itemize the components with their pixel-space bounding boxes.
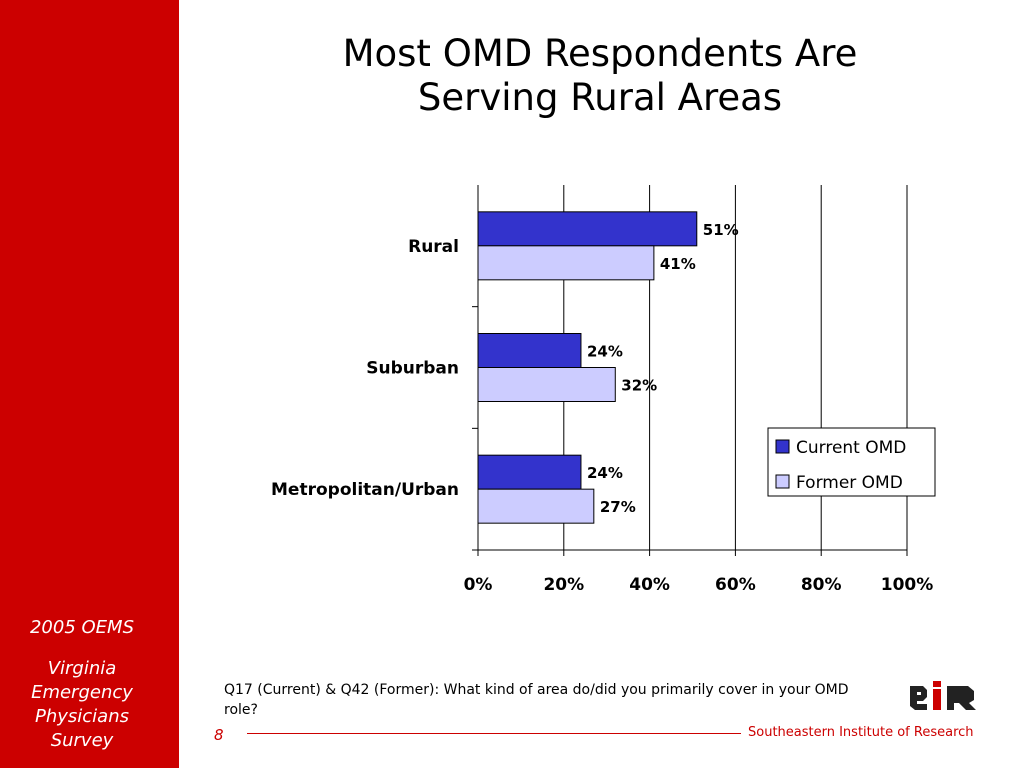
- x-tick-label: 40%: [629, 575, 670, 595]
- legend-label: Current OMD: [796, 438, 906, 458]
- category-label: Suburban: [366, 359, 459, 379]
- survey-title-line: Physicians: [34, 706, 129, 727]
- x-tick-label: 20%: [543, 575, 584, 595]
- data-label: 24%: [587, 464, 623, 482]
- legend-label: Former OMD: [796, 473, 903, 493]
- sir-logo-icon: [910, 681, 976, 710]
- legend-box: [767, 427, 936, 497]
- survey-title-line: Virginia: [47, 658, 117, 679]
- data-label: 32%: [621, 377, 657, 395]
- survey-title-line: Emergency: [31, 682, 133, 703]
- slide-title-line: Serving Rural Areas: [417, 76, 783, 119]
- sidebar-band: 2005 OEMS Virginia Emergency Physicians …: [0, 0, 179, 768]
- survey-question: Q17 (Current) & Q42 (Former): What kind …: [224, 682, 849, 718]
- category-label: Metropolitan/Urban: [271, 480, 459, 500]
- data-label: 51%: [703, 221, 739, 239]
- data-label: 41%: [660, 255, 696, 273]
- slide-title: Most OMD Respondents Are Serving Rural A…: [280, 32, 920, 120]
- bar: [477, 333, 582, 368]
- footer-divider: [247, 733, 741, 734]
- survey-year-label: 2005 OEMS: [29, 617, 135, 638]
- survey-title: Virginia Emergency Physicians Survey: [0, 657, 164, 753]
- organization-name: Southeastern Institute of Research: [748, 725, 974, 740]
- bar: [477, 245, 655, 281]
- x-tick-label: 100%: [881, 575, 934, 595]
- bar: [477, 211, 698, 247]
- slide-title-line: Most OMD Respondents Are: [342, 32, 858, 75]
- category-label: Rural: [408, 237, 459, 257]
- data-label: 27%: [600, 498, 636, 516]
- legend-swatch: [775, 474, 790, 489]
- bar-chart: 0% 20% 40% 60% 80% 100% Rural 51% 41% Suburban 24%…: [271, 185, 936, 595]
- bar: [477, 488, 595, 524]
- x-tick-label: 0%: [464, 575, 493, 595]
- x-tick-label: 60%: [715, 575, 756, 595]
- legend-swatch: [775, 439, 790, 454]
- bar: [477, 454, 582, 490]
- page-number: 8: [214, 726, 224, 744]
- data-label: 24%: [587, 343, 623, 361]
- bar: [477, 367, 616, 402]
- survey-title-line: Survey: [50, 730, 114, 751]
- x-tick-label: 80%: [801, 575, 842, 595]
